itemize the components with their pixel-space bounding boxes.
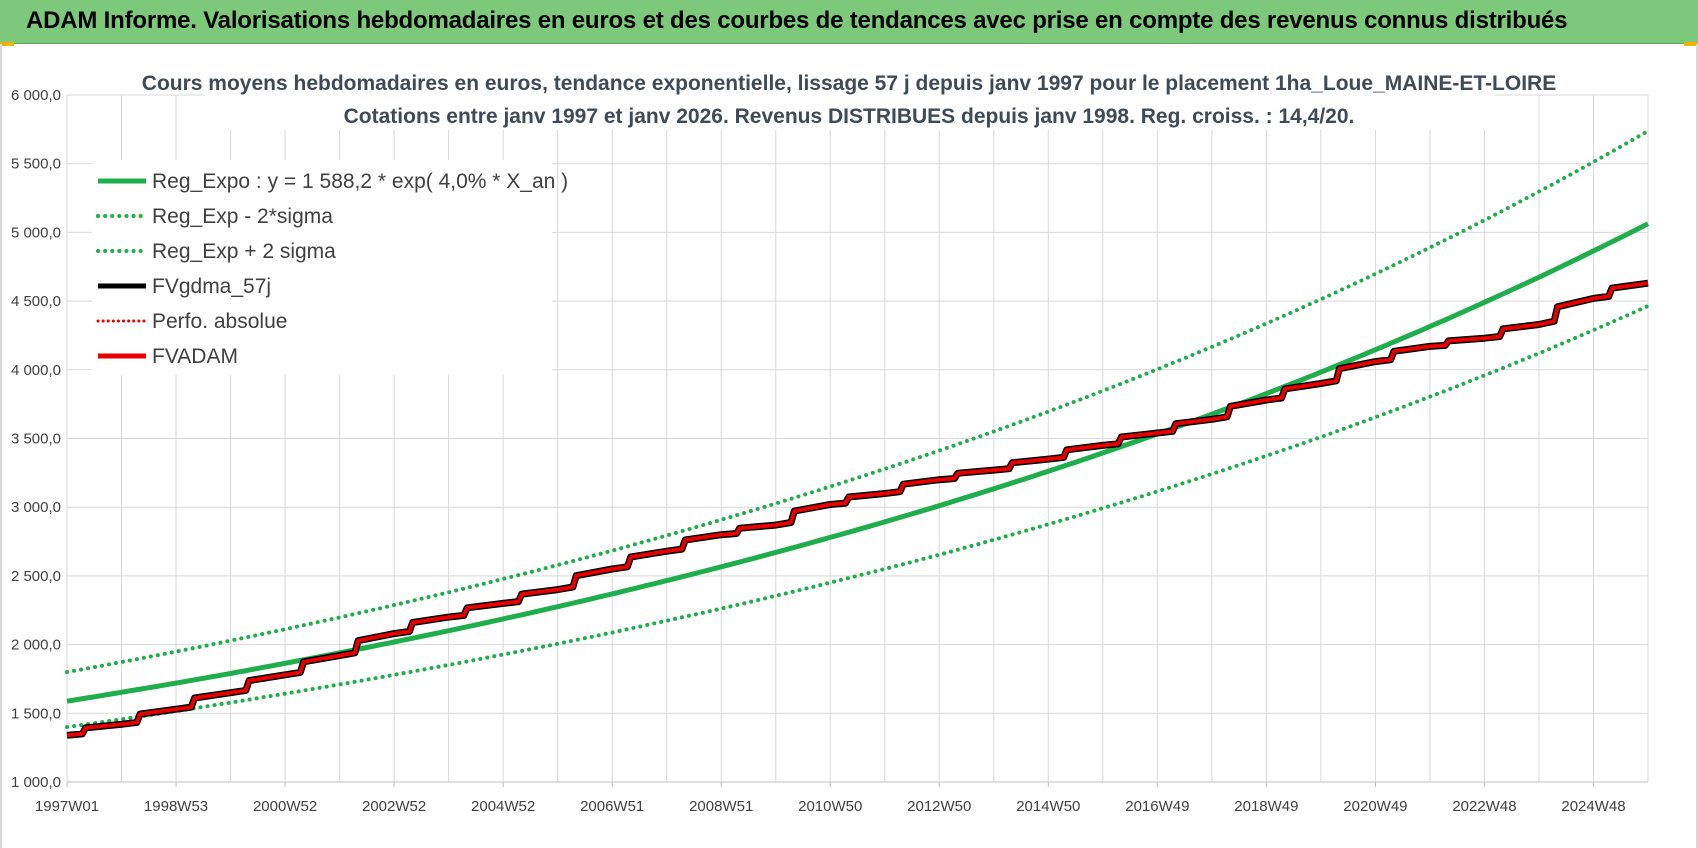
- series-layer: [65, 129, 1650, 739]
- x-tick-label: 2000W52: [253, 798, 317, 815]
- series-reg-exp-plus-2sigma: [65, 129, 1650, 675]
- series-reg-exp-minus-2sigma: [65, 304, 1650, 729]
- x-tick-label: 2008W51: [689, 798, 753, 815]
- y-tick-label: 3 000,0: [11, 499, 61, 516]
- chart-subtitle: Cotations entre janv 1997 et janv 2026. …: [344, 105, 1355, 128]
- y-tick-label: 3 500,0: [11, 431, 61, 448]
- x-tick-label: 2004W52: [471, 798, 535, 815]
- x-tick-label: 1998W53: [144, 798, 208, 815]
- legend-label: Perfo. absolue: [152, 310, 287, 333]
- x-tick-label: 2012W50: [907, 798, 971, 815]
- y-tick-label: 6 000,0: [11, 87, 61, 104]
- y-tick-label: 4 000,0: [11, 362, 61, 379]
- y-tick-label: 5 500,0: [11, 156, 61, 173]
- x-tick-label: 2006W51: [580, 798, 644, 815]
- legend-label: Reg_Exp - 2*sigma: [152, 205, 333, 228]
- axes: 1 000,0 1 500,0 2 000,0 2 500,0 3 000,0 3 500…: [11, 87, 1648, 815]
- legend-label: Reg_Expo : y = 1 588,2 * exp( 4,0% * X_a…: [152, 170, 568, 193]
- x-tick-label: 2020W49: [1343, 798, 1407, 815]
- x-tick-label: 2014W50: [1016, 798, 1080, 815]
- header-title: ADAM Informe. Valorisations hebdomadaire…: [26, 7, 1568, 34]
- y-tick-label: 1 500,0: [11, 705, 61, 722]
- chart-title: Cours moyens hebdomadaires en euros, ten…: [142, 72, 1556, 95]
- legend-label: FVADAM: [152, 345, 238, 368]
- legend-label: Reg_Exp + 2 sigma: [152, 240, 336, 263]
- x-tick-label: 2002W52: [362, 798, 426, 815]
- series-fvadam: [66, 281, 1649, 738]
- y-tick-label: 4 500,0: [11, 293, 61, 310]
- y-tick-label: 2 500,0: [11, 568, 61, 585]
- y-tick-label: 1 000,0: [11, 774, 61, 791]
- legend-label: FVgdma_57j: [152, 275, 271, 298]
- y-tick-label: 2 000,0: [11, 637, 61, 654]
- corner-mark-right: [1684, 42, 1698, 46]
- x-tick-label: 2010W50: [798, 798, 862, 815]
- y-tick-label: 5 000,0: [11, 224, 61, 241]
- corner-mark-left: [0, 42, 14, 46]
- x-tick-label: 2022W48: [1452, 798, 1516, 815]
- x-tick-label: 1997W01: [35, 798, 99, 815]
- legend: Reg_Expo : y = 1 588,2 * exp( 4,0% * X_a…: [96, 170, 568, 368]
- chart-frame: [0, 44, 1698, 848]
- x-tick-label: 2018W49: [1234, 798, 1298, 815]
- x-tick-label: 2016W49: [1125, 798, 1189, 815]
- title-background: [205, 66, 1495, 130]
- x-tick-label: 2024W48: [1561, 798, 1625, 815]
- legend-background: [92, 160, 552, 375]
- header-bar: ADAM Informe. Valorisations hebdomadaire…: [0, 0, 1698, 44]
